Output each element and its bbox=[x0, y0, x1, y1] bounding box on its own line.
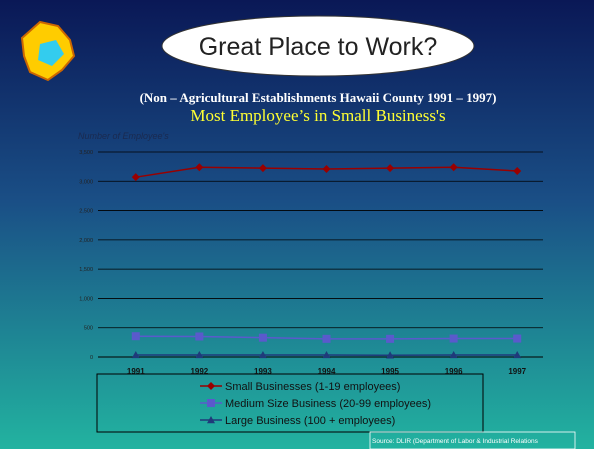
legend-marker bbox=[207, 416, 215, 424]
data-point bbox=[513, 334, 522, 343]
data-point bbox=[322, 164, 331, 173]
title-ellipse bbox=[161, 15, 475, 77]
y-tick-label: 1,000 bbox=[79, 296, 93, 302]
legend-marker bbox=[207, 382, 215, 390]
legend-label: Medium Size Business (20-99 employees) bbox=[225, 398, 431, 410]
legend-label: Small Businesses (1-19 employees) bbox=[225, 381, 400, 393]
data-point bbox=[131, 332, 140, 341]
data-point bbox=[258, 333, 267, 342]
x-tick-label: 1996 bbox=[445, 367, 463, 376]
slide-title: Great Place to Work? bbox=[199, 33, 438, 61]
data-point bbox=[322, 350, 331, 359]
x-tick-label: 1995 bbox=[381, 367, 399, 376]
x-tick-label: 1997 bbox=[508, 367, 526, 376]
legend-marker bbox=[207, 399, 215, 407]
data-point bbox=[449, 334, 458, 343]
data-point bbox=[513, 350, 522, 359]
data-point bbox=[258, 164, 267, 173]
y-tick-label: 2,500 bbox=[79, 209, 93, 215]
data-point bbox=[195, 163, 204, 172]
data-point bbox=[258, 350, 267, 359]
legend-label: Large Business (100 + employees) bbox=[225, 415, 395, 427]
data-point bbox=[131, 350, 140, 359]
y-tick-label: 1,500 bbox=[79, 267, 93, 273]
data-point bbox=[449, 163, 458, 172]
y-tick-label: 500 bbox=[84, 326, 93, 332]
data-point bbox=[449, 350, 458, 359]
source-note: Source: DLIR (Department of Labor & Indu… bbox=[372, 438, 539, 445]
x-tick-label: 1991 bbox=[127, 367, 145, 376]
y-tick-label: 0 bbox=[90, 355, 93, 361]
x-tick-label: 1992 bbox=[190, 367, 208, 376]
y-tick-label: 3,000 bbox=[79, 179, 93, 185]
slide-heading: Most Employee’s in Small Business's bbox=[190, 106, 445, 125]
data-point bbox=[386, 164, 395, 173]
island-icon-detail bbox=[38, 40, 64, 66]
data-point bbox=[195, 332, 204, 341]
data-point bbox=[322, 334, 331, 343]
y-tick-label: 3,500 bbox=[79, 150, 93, 156]
data-point bbox=[195, 350, 204, 359]
source-box bbox=[369, 431, 576, 449]
y-axis-label: Number of Employee's bbox=[78, 131, 169, 141]
data-point bbox=[131, 173, 140, 182]
legend bbox=[96, 373, 484, 433]
slide-subtitle: (Non – Agricultural Establishments Hawai… bbox=[140, 90, 497, 105]
x-tick-label: 1993 bbox=[254, 367, 272, 376]
data-point bbox=[513, 167, 522, 176]
data-point bbox=[386, 334, 395, 343]
y-tick-label: 2,000 bbox=[79, 238, 93, 244]
data-point bbox=[386, 351, 395, 359]
x-tick-label: 1994 bbox=[318, 367, 336, 376]
